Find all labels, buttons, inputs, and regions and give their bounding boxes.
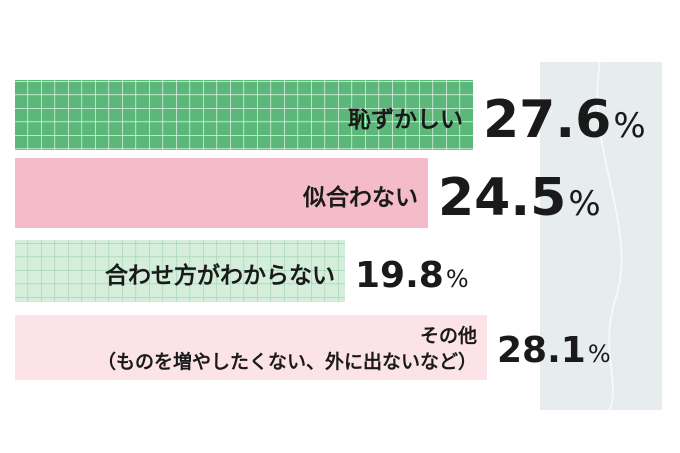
bar-1 xyxy=(15,80,473,150)
category-label-4-line-1: その他 xyxy=(420,324,477,347)
category-label-1: 恥ずかしい xyxy=(348,107,463,133)
category-label-2: 似合わない xyxy=(302,184,418,211)
unit-label-3: % xyxy=(446,265,469,293)
backdrop-panel xyxy=(540,62,662,410)
category-label-3: 合わせ方がわからない xyxy=(105,262,335,289)
bar-2 xyxy=(15,158,428,228)
category-label-4-line-2: （ものを増やしたくない、外に出ないなど） xyxy=(97,350,477,373)
unit-label-1: % xyxy=(613,106,645,146)
value-label-3: 19.8% xyxy=(355,255,469,296)
backdrop-crease xyxy=(596,61,623,411)
bar-3 xyxy=(15,240,345,302)
bar-4 xyxy=(15,315,487,380)
unit-label-4: % xyxy=(588,340,611,368)
unit-label-2: % xyxy=(568,184,600,224)
